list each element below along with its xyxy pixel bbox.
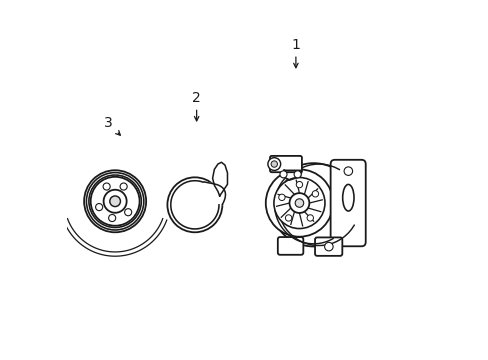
FancyBboxPatch shape <box>277 237 303 255</box>
Circle shape <box>296 181 302 188</box>
Circle shape <box>273 177 325 229</box>
Circle shape <box>267 158 280 170</box>
Circle shape <box>120 183 127 190</box>
Polygon shape <box>170 181 225 229</box>
Circle shape <box>95 203 102 211</box>
Polygon shape <box>282 170 301 180</box>
Circle shape <box>285 215 291 221</box>
Ellipse shape <box>270 163 355 247</box>
Ellipse shape <box>110 196 120 207</box>
Circle shape <box>293 171 301 178</box>
Text: 2: 2 <box>192 91 201 105</box>
Ellipse shape <box>167 177 222 232</box>
Circle shape <box>279 171 286 178</box>
Ellipse shape <box>103 190 126 213</box>
Circle shape <box>311 191 318 197</box>
Circle shape <box>124 209 131 216</box>
Circle shape <box>324 242 332 251</box>
Ellipse shape <box>84 170 146 232</box>
Circle shape <box>265 169 332 237</box>
FancyBboxPatch shape <box>269 156 301 172</box>
Text: 3: 3 <box>103 116 112 130</box>
Circle shape <box>103 183 110 190</box>
Polygon shape <box>212 162 227 196</box>
Circle shape <box>278 194 285 201</box>
Circle shape <box>306 215 313 221</box>
Circle shape <box>108 215 116 221</box>
Circle shape <box>289 193 309 213</box>
FancyBboxPatch shape <box>314 238 342 256</box>
Circle shape <box>344 167 352 175</box>
Circle shape <box>295 199 303 207</box>
FancyBboxPatch shape <box>330 160 365 246</box>
Ellipse shape <box>90 177 139 226</box>
Text: 1: 1 <box>291 38 300 52</box>
Circle shape <box>270 161 277 167</box>
